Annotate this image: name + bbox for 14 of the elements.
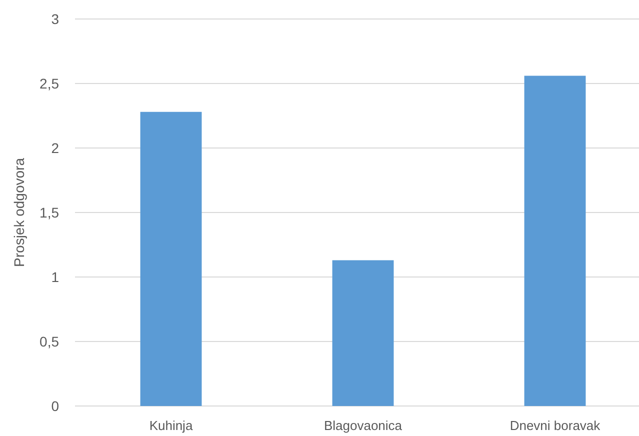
y-tick-label: 0	[51, 398, 60, 414]
bar	[332, 260, 394, 406]
x-tick-label: Dnevni boravak	[510, 418, 601, 433]
y-tick-label: 1,5	[40, 204, 60, 220]
y-tick-label: 3	[51, 10, 60, 27]
y-tick-label: 1	[51, 268, 60, 285]
y-tick-label: 2	[51, 140, 60, 156]
y-axis-title: Prosjek odgovora	[11, 158, 27, 267]
y-tick-label: 0,5	[40, 333, 60, 350]
y-tick-label: 2,5	[40, 75, 60, 92]
bar	[524, 76, 586, 406]
x-tick-label: Blagovaonica	[324, 418, 403, 433]
bar	[140, 112, 202, 406]
x-tick-label: Kuhinja	[149, 418, 194, 433]
